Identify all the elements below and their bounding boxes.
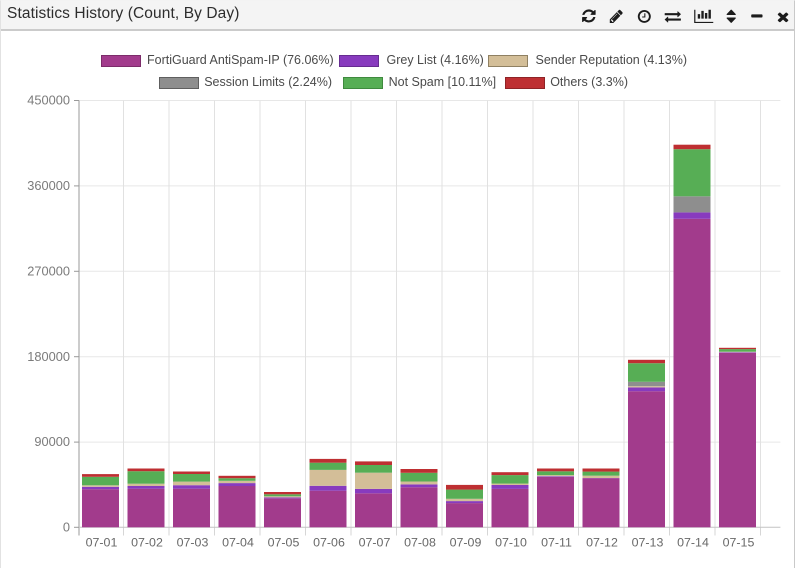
- svg-text:07-15: 07-15: [723, 535, 755, 549]
- svg-text:180000: 180000: [27, 349, 70, 364]
- svg-text:07-07: 07-07: [359, 535, 391, 549]
- svg-text:90000: 90000: [34, 434, 70, 449]
- svg-text:07-11: 07-11: [541, 535, 572, 549]
- svg-text:07-02: 07-02: [131, 535, 163, 549]
- svg-text:360000: 360000: [27, 178, 70, 193]
- svg-text:07-10: 07-10: [495, 535, 527, 549]
- svg-text:07-06: 07-06: [313, 535, 345, 549]
- svg-text:07-03: 07-03: [177, 535, 209, 549]
- svg-text:07-08: 07-08: [404, 535, 436, 549]
- svg-text:07-13: 07-13: [632, 535, 664, 549]
- svg-text:07-04: 07-04: [222, 535, 254, 549]
- svg-text:450000: 450000: [27, 93, 70, 108]
- svg-text:0: 0: [63, 519, 70, 534]
- svg-text:270000: 270000: [27, 263, 70, 278]
- svg-text:07-01: 07-01: [86, 535, 118, 549]
- svg-text:07-12: 07-12: [586, 535, 618, 549]
- svg-text:07-14: 07-14: [677, 535, 709, 549]
- svg-text:07-05: 07-05: [268, 535, 300, 549]
- svg-text:07-09: 07-09: [450, 535, 482, 549]
